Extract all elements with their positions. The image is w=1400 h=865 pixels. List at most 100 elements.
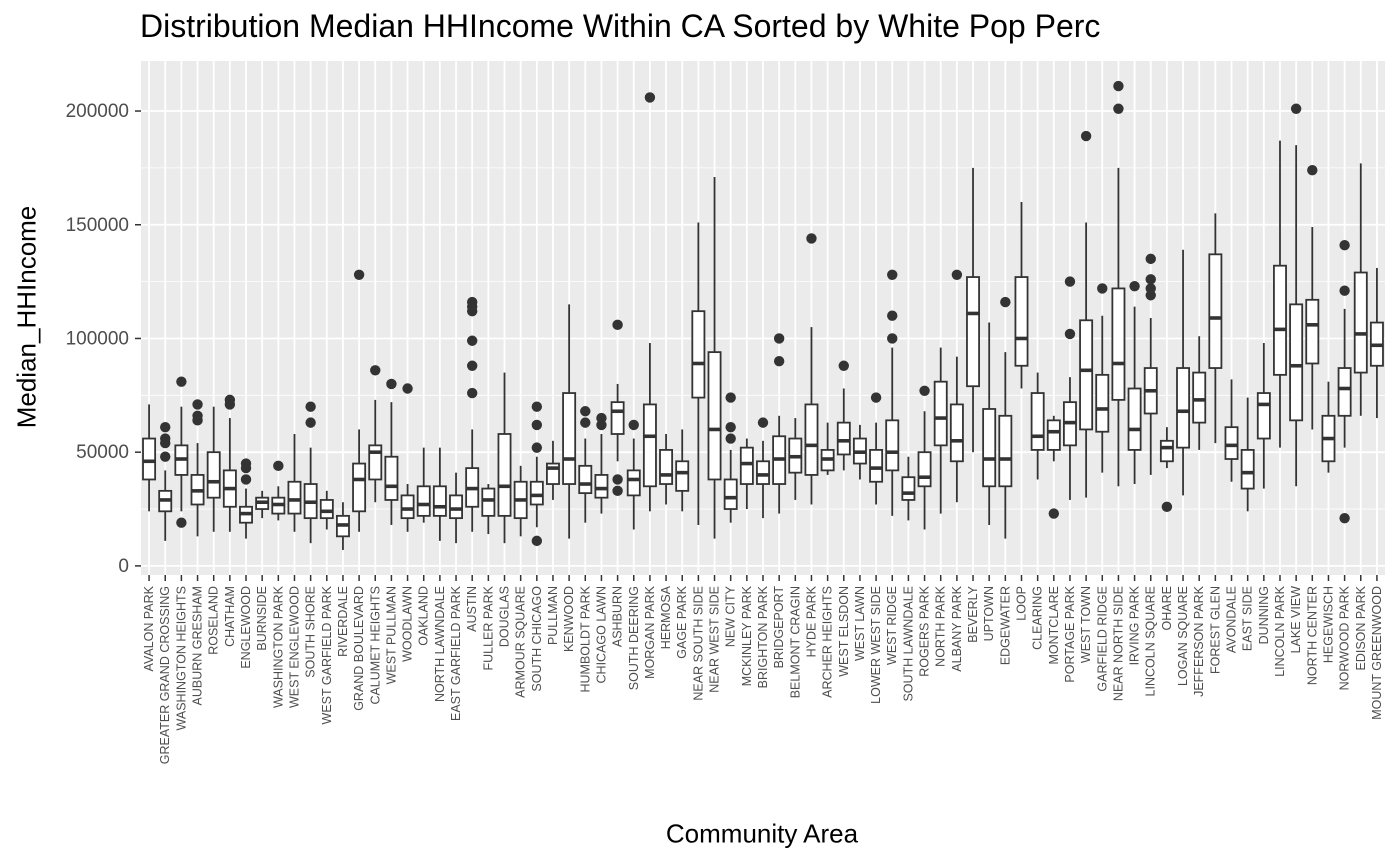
iqr-box bbox=[1159, 439, 1174, 463]
box-east-garfield-park bbox=[449, 472, 463, 544]
x-tick-label-west-englewood: WEST ENGLEWOOD bbox=[287, 586, 301, 708]
iqr-box bbox=[756, 460, 770, 485]
x-tick-label-norwood-park: NORWOOD PARK bbox=[1338, 585, 1352, 690]
iqr-box bbox=[562, 392, 577, 485]
x-tick-label-washington-park: WASHINGTON PARK bbox=[271, 585, 285, 708]
iqr-box bbox=[1353, 271, 1368, 374]
iqr-box bbox=[319, 499, 334, 520]
y-tick-label: 200000 bbox=[66, 101, 129, 122]
box-calumet-heights bbox=[368, 365, 383, 503]
iqr-box bbox=[917, 451, 932, 488]
x-tick-label-south-lawndale: SOUTH LAWNDALE bbox=[901, 586, 915, 702]
x-tick-label-chatham: CHATHAM bbox=[223, 586, 237, 647]
box-lincoln-park bbox=[1273, 140, 1287, 448]
outlier-point bbox=[644, 92, 656, 103]
box-pullman bbox=[546, 440, 560, 500]
outlier-point bbox=[1145, 274, 1156, 285]
x-tick-label-north-park: NORTH PARK bbox=[934, 585, 948, 666]
outlier-point bbox=[870, 392, 882, 403]
x-tick-label-grand-boulevard: GRAND BOULEVARD bbox=[352, 586, 366, 711]
x-tick-label-ashburn: ASHBURN bbox=[611, 586, 625, 647]
outlier-point bbox=[887, 269, 898, 280]
x-tick-label-albany-park: ALBANY PARK bbox=[950, 585, 964, 671]
x-tick-label-north-lawndale: NORTH LAWNDALE bbox=[433, 586, 447, 702]
x-tick-label-logan-square: LOGAN SQUARE bbox=[1176, 586, 1190, 686]
y-tick-label: 0 bbox=[118, 556, 129, 577]
outlier-point bbox=[725, 392, 736, 403]
x-tick-label-burnside: BURNSIDE bbox=[255, 586, 269, 651]
chart-title: Distribution Median HHIncome Within CA S… bbox=[140, 8, 1101, 44]
outlier-point bbox=[224, 394, 236, 406]
x-tick-label-south-deering: SOUTH DEERING bbox=[627, 586, 641, 690]
outlier-point bbox=[305, 401, 316, 412]
outlier-point bbox=[273, 460, 284, 472]
x-tick-label-west-lawn: WEST LAWN bbox=[853, 586, 867, 661]
x-tick-label-riverdale: RIVERDALE bbox=[336, 586, 350, 657]
outlier-point bbox=[466, 335, 478, 346]
x-tick-label-morgan-park: MORGAN PARK bbox=[643, 585, 657, 678]
iqr-box bbox=[416, 485, 431, 517]
box-west-ridge bbox=[885, 269, 900, 516]
iqr-box bbox=[610, 401, 625, 435]
outlier-point bbox=[466, 296, 478, 308]
outlier-point bbox=[580, 417, 591, 428]
iqr-box bbox=[804, 403, 819, 476]
iqr-box bbox=[949, 403, 964, 463]
iqr-box bbox=[1046, 419, 1061, 451]
x-tick-label-washington-heights: WASHINGTON HEIGHTS bbox=[174, 586, 188, 730]
x-tick-label-garfield-ridge: GARFIELD RIDGE bbox=[1095, 586, 1109, 692]
outlier-point bbox=[160, 451, 171, 462]
outlier-point bbox=[1129, 280, 1140, 292]
box-belmont-cragin bbox=[788, 418, 803, 500]
x-tick-label-avondale: AVONDALE bbox=[1225, 586, 1239, 653]
outlier-point bbox=[596, 412, 607, 424]
x-tick-label-brighton-park: BRIGHTON PARK bbox=[756, 585, 770, 688]
box-archer-heights bbox=[820, 422, 835, 475]
outlier-point bbox=[1000, 296, 1011, 308]
x-tick-label-chicago-lawn: CHICAGO LAWN bbox=[594, 586, 608, 683]
iqr-box bbox=[1192, 371, 1207, 424]
x-tick-label-mount-greenwood: MOUNT GREENWOOD bbox=[1370, 586, 1384, 720]
box-roseland bbox=[206, 406, 221, 532]
outlier-point bbox=[1080, 130, 1092, 142]
iqr-box bbox=[142, 437, 157, 481]
x-tick-label-calumet-heights: CALUMET HEIGHTS bbox=[368, 586, 382, 705]
x-tick-label-kenwood: KENWOOD bbox=[562, 586, 576, 652]
y-axis: 0 50000 100000 150000 200000 bbox=[66, 101, 141, 577]
x-tick-label-portage-park: PORTAGE PARK bbox=[1063, 585, 1077, 682]
outlier-point bbox=[951, 269, 963, 280]
box-new-city bbox=[723, 392, 738, 523]
outlier-point bbox=[1161, 501, 1173, 512]
iqr-box bbox=[642, 403, 657, 488]
x-axis: AVALON PARK GREATER GRAND CROSSING WASHING… bbox=[142, 575, 1384, 764]
x-tick-label-pullman: PULLMAN bbox=[546, 586, 560, 645]
x-tick-label-humboldt-park: HUMBOLDT PARK bbox=[578, 585, 592, 692]
iqr-box bbox=[400, 494, 415, 520]
iqr-box bbox=[982, 408, 997, 488]
box-logan-square bbox=[1176, 249, 1191, 496]
box-east-side bbox=[1240, 397, 1255, 512]
iqr-box bbox=[1240, 449, 1255, 490]
outlier-point bbox=[176, 517, 187, 528]
outlier-point bbox=[160, 433, 171, 444]
x-tick-label-south-shore: SOUTH SHORE bbox=[304, 586, 318, 678]
box-portage-park bbox=[1063, 276, 1077, 500]
boxes-layer bbox=[142, 80, 1384, 550]
iqr-box bbox=[352, 462, 367, 513]
outlier-point bbox=[160, 421, 171, 433]
iqr-box bbox=[836, 421, 851, 456]
box-dunning bbox=[1256, 343, 1271, 489]
iqr-box bbox=[626, 469, 641, 497]
outlier-point bbox=[773, 333, 785, 344]
iqr-box bbox=[901, 476, 916, 501]
outlier-point bbox=[887, 310, 898, 321]
x-tick-label-new-city: NEW CITY bbox=[724, 585, 738, 647]
box-woodlawn bbox=[400, 383, 415, 532]
iqr-box bbox=[1273, 264, 1287, 376]
box-north-center bbox=[1305, 164, 1320, 430]
iqr-box bbox=[885, 419, 900, 472]
x-tick-label-forest-glen: FOREST GLEN bbox=[1208, 586, 1222, 674]
x-tick-label-archer-heights: ARCHER HEIGHTS bbox=[821, 586, 835, 698]
iqr-box bbox=[723, 478, 738, 510]
outlier-point bbox=[531, 535, 543, 547]
